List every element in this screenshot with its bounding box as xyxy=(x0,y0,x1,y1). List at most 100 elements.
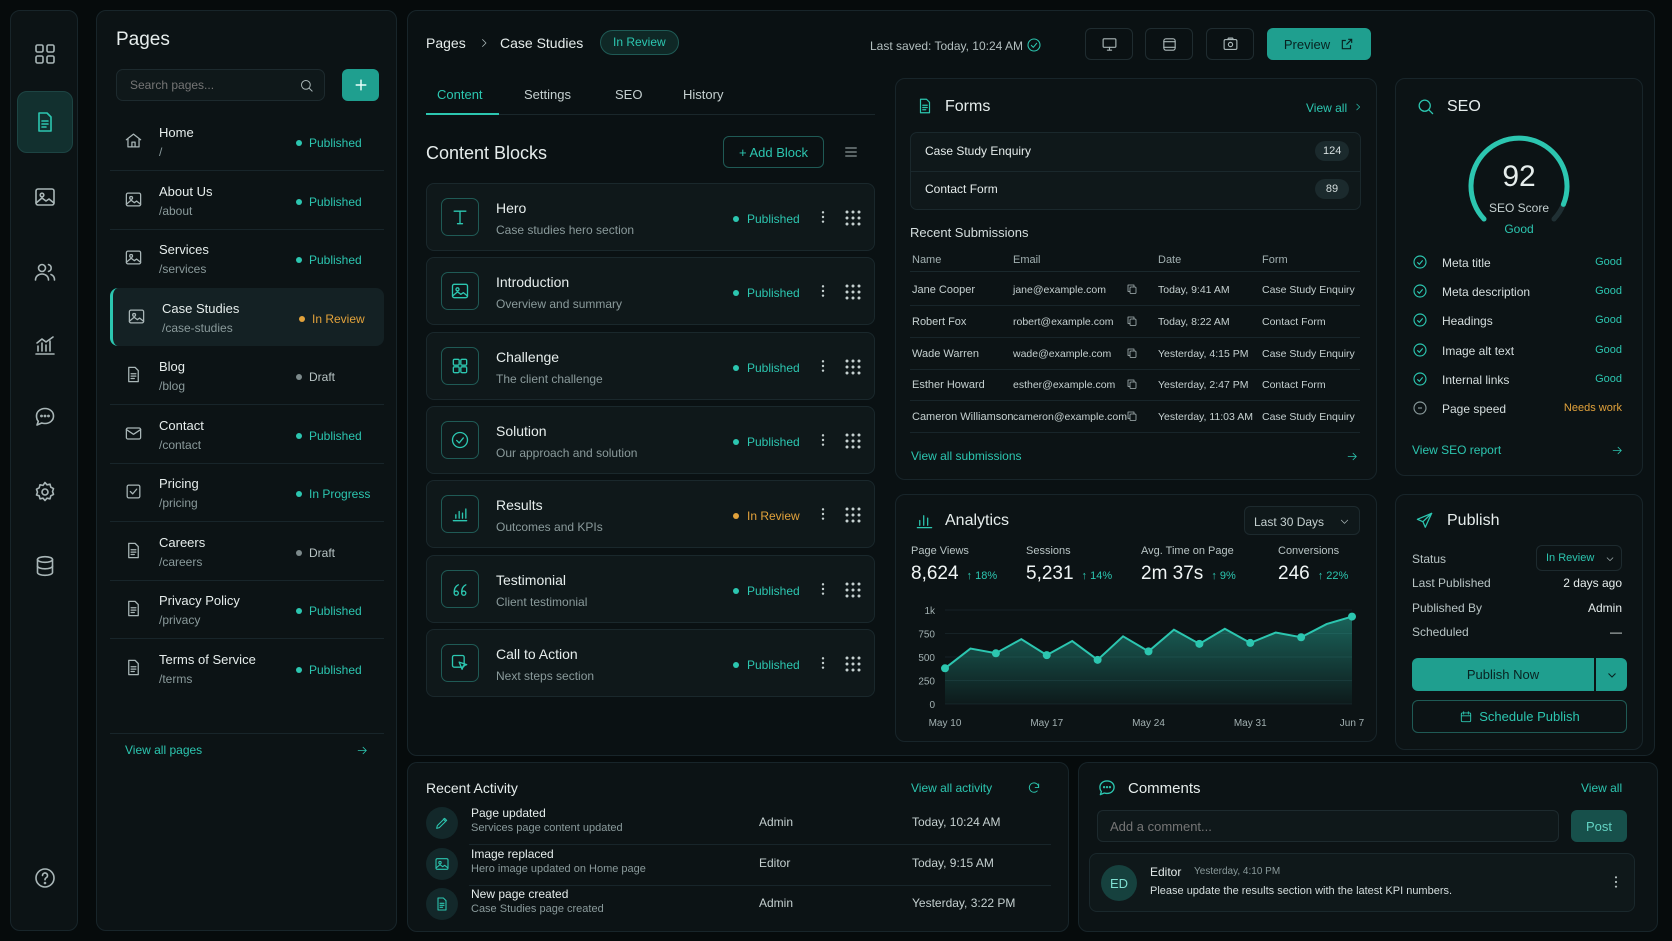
tab-settings[interactable]: Settings xyxy=(524,87,571,102)
drag-handle-icon[interactable] xyxy=(845,582,861,598)
forms-view-all-link[interactable]: View all xyxy=(1306,101,1348,115)
page-item[interactable]: About Us /about Published xyxy=(110,171,384,229)
refresh-icon[interactable] xyxy=(1027,781,1041,795)
add-block-button[interactable]: + Add Block xyxy=(723,136,824,168)
media-image-icon[interactable] xyxy=(17,166,73,228)
activity-item[interactable]: Page updated Services page content updat… xyxy=(426,803,1051,843)
analytics-chart-icon[interactable] xyxy=(17,314,73,376)
tablet-view-button[interactable] xyxy=(1145,28,1193,60)
publish-options-button[interactable] xyxy=(1596,658,1627,691)
table-row[interactable]: Esther Howard esther@example.com Yesterd… xyxy=(910,369,1360,402)
content-block[interactable]: Solution Our approach and solution Publi… xyxy=(426,405,875,474)
plus-icon xyxy=(355,79,366,91)
form-name[interactable]: Case Study Enquiry xyxy=(925,144,1032,158)
kebab-menu-icon[interactable] xyxy=(815,282,831,300)
status-select[interactable]: In Review xyxy=(1536,545,1622,571)
view-seo-report-link[interactable]: View SEO report xyxy=(1412,443,1502,457)
view-all-submissions-link[interactable]: View all submissions xyxy=(911,449,1022,463)
preview-button[interactable]: Preview xyxy=(1267,28,1371,60)
page-item[interactable]: Pricing /pricing In Progress xyxy=(110,463,384,521)
kebab-menu-icon[interactable] xyxy=(815,580,831,598)
date-range-select[interactable]: Last 30 Days xyxy=(1244,506,1360,535)
content-block[interactable]: Challenge The client challenge Published xyxy=(426,331,875,400)
table-row[interactable]: Robert Fox robert@example.com Today, 8:2… xyxy=(910,306,1360,338)
status-badge: In Review xyxy=(600,30,679,55)
page-item[interactable]: Services /services Published xyxy=(110,229,384,287)
page-item[interactable]: Case Studies /case-studies In Review xyxy=(110,287,384,346)
settings-gear-icon[interactable] xyxy=(17,461,73,523)
chat-bubble-icon[interactable] xyxy=(17,386,73,448)
tab-history[interactable]: History xyxy=(683,87,724,102)
stat-delta: ↑ 18% xyxy=(966,570,998,582)
view-all-pages-link[interactable]: View all pages xyxy=(125,743,203,757)
search-input[interactable] xyxy=(117,70,297,100)
copy-icon[interactable] xyxy=(1126,378,1138,390)
content-block[interactable]: Testimonial Client testimonial Published xyxy=(426,554,875,623)
page-item[interactable]: Careers /careers Draft xyxy=(110,522,384,580)
stat-label: Avg. Time on Page xyxy=(1141,545,1234,557)
image-icon xyxy=(128,309,145,323)
drag-handle-icon[interactable] xyxy=(845,359,861,375)
comments-view-all-link[interactable]: View all xyxy=(1581,781,1623,795)
recent-activity-card xyxy=(407,762,1069,932)
breadcrumb-root[interactable]: Pages xyxy=(426,35,466,51)
screenshot-button[interactable] xyxy=(1206,28,1254,60)
kebab-menu-icon[interactable] xyxy=(1608,874,1624,890)
page-item[interactable]: Privacy Policy /privacy Published xyxy=(110,580,384,638)
drag-handle-icon[interactable] xyxy=(845,656,861,672)
drag-handle-icon[interactable] xyxy=(845,210,861,226)
chevron-right-icon[interactable] xyxy=(1353,102,1363,112)
content-block[interactable]: Hero Case studies hero section Published xyxy=(426,183,875,251)
schedule-publish-button[interactable]: Schedule Publish xyxy=(1412,700,1627,733)
copy-icon[interactable] xyxy=(1126,315,1138,327)
drag-handle-icon[interactable] xyxy=(845,507,861,523)
add-page-button[interactable] xyxy=(342,69,379,101)
kebab-menu-icon[interactable] xyxy=(815,654,831,672)
kebab-menu-icon[interactable] xyxy=(815,208,831,226)
comment-input[interactable] xyxy=(1097,810,1559,842)
table-row[interactable]: Cameron Williamson cameron@example.com Y… xyxy=(910,401,1360,434)
activity-item[interactable]: Image replaced Hero image updated on Hom… xyxy=(426,844,1051,884)
view-all-activity-link[interactable]: View all activity xyxy=(911,781,993,795)
kebab-menu-icon[interactable] xyxy=(815,357,831,375)
column-header: Form xyxy=(1262,254,1288,266)
page-name: Services xyxy=(159,242,209,257)
database-icon[interactable] xyxy=(17,535,73,597)
content-block[interactable]: Introduction Overview and summary Publis… xyxy=(426,257,875,326)
kebab-menu-icon[interactable] xyxy=(815,505,831,523)
copy-icon[interactable] xyxy=(1126,347,1138,359)
tab-seo[interactable]: SEO xyxy=(615,87,643,102)
activity-item[interactable]: New page created Case Studies page creat… xyxy=(426,884,1051,924)
post-comment-button[interactable]: Post xyxy=(1571,810,1627,842)
help-question-icon[interactable] xyxy=(17,847,73,909)
page-item[interactable]: Home / Published xyxy=(110,112,384,170)
kebab-menu-icon[interactable] xyxy=(815,431,831,449)
arrow-right-icon[interactable] xyxy=(1346,450,1359,463)
page-icon xyxy=(124,658,143,677)
users-icon[interactable] xyxy=(17,241,73,303)
check-circle-icon xyxy=(1413,255,1427,269)
drag-handle-icon[interactable] xyxy=(845,433,861,449)
desktop-view-button[interactable] xyxy=(1085,28,1133,60)
search-box[interactable] xyxy=(116,69,325,101)
arrow-right-icon[interactable] xyxy=(356,744,369,757)
table-row[interactable]: Wade Warren wade@example.com Yesterday, … xyxy=(910,338,1360,370)
arrow-right-icon[interactable] xyxy=(1611,444,1624,457)
list-menu-icon[interactable] xyxy=(843,144,859,160)
table-row[interactable]: Jane Cooper jane@example.com Today, 9:41… xyxy=(910,274,1360,306)
tab-content[interactable]: Content xyxy=(437,87,483,102)
publish-now-button[interactable]: Publish Now xyxy=(1412,658,1594,691)
copy-icon[interactable] xyxy=(1126,283,1138,295)
page-item[interactable]: Blog /blog Draft xyxy=(110,346,384,404)
content-block[interactable]: Results Outcomes and KPIs In Review xyxy=(426,480,875,549)
pages-document-icon[interactable] xyxy=(17,91,73,153)
page-item[interactable]: Terms of Service /terms Published xyxy=(110,639,384,697)
form-name[interactable]: Contact Form xyxy=(925,182,998,196)
copy-icon[interactable] xyxy=(1126,410,1138,422)
content-block[interactable]: Call to Action Next steps section Publis… xyxy=(426,628,875,697)
schedule-publish-label: Schedule Publish xyxy=(1479,709,1580,724)
page-name: About Us xyxy=(159,183,213,199)
dashboard-grid-icon[interactable] xyxy=(17,23,73,85)
drag-handle-icon[interactable] xyxy=(845,284,861,300)
page-item[interactable]: Contact /contact Published xyxy=(110,405,384,463)
